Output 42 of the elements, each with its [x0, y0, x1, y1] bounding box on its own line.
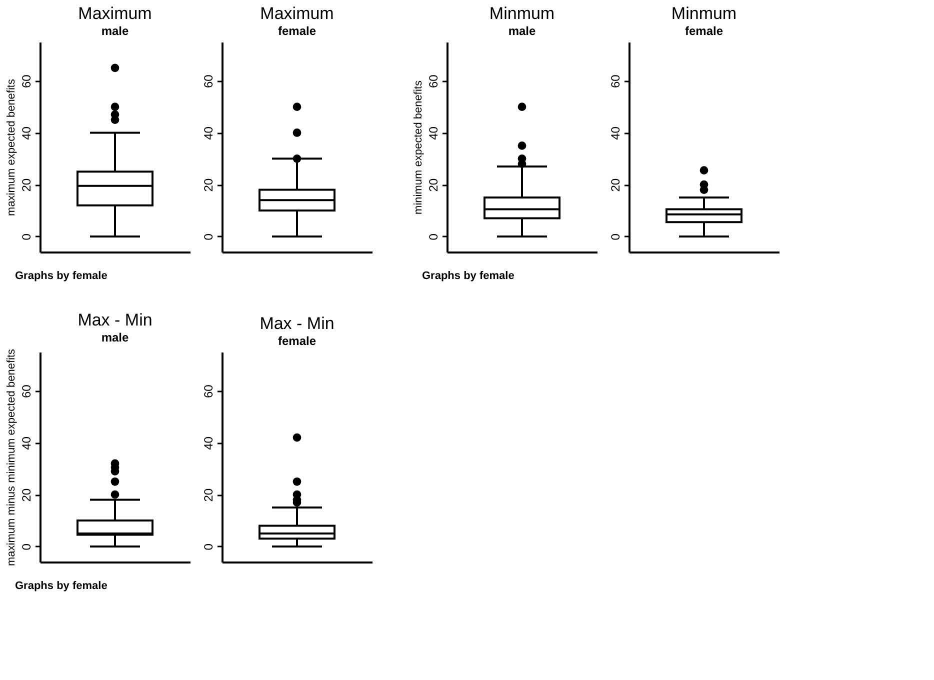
- y-tick-label: 0: [202, 233, 216, 240]
- chart-subtitle: female: [684, 24, 724, 38]
- y-tick-label: 40: [20, 436, 34, 450]
- y-tick-label: 20: [608, 178, 622, 192]
- y-tick-label: 60: [202, 74, 216, 88]
- chart-title: Minmum: [489, 4, 555, 23]
- y-tick-label: 60: [202, 384, 216, 398]
- y-tick-label: 0: [608, 233, 622, 240]
- chart-subtitle: female: [278, 334, 316, 348]
- chart-title: Max - Min: [78, 310, 152, 330]
- y-tick-label: 40: [426, 126, 440, 140]
- chart-subtitle: male: [101, 330, 129, 344]
- y-tick-label: 40: [20, 126, 34, 140]
- text: Graphs by female: [15, 580, 108, 592]
- chart-subtitle: female: [278, 24, 316, 38]
- y-tick-label: 20: [20, 488, 34, 502]
- y-tick-label: 0: [20, 233, 34, 240]
- text: Graphs by female: [422, 270, 514, 282]
- y-tick-label: 0: [202, 543, 216, 550]
- y-tick-label: 60: [608, 74, 622, 88]
- chart-title: Maximum: [78, 4, 152, 23]
- y-tick-label: 20: [202, 178, 216, 192]
- y-tick-label: 0: [426, 233, 440, 240]
- y-tick-label: 60: [20, 384, 34, 398]
- y-axis-title: maximum expected benefits: [6, 78, 18, 216]
- y-tick-label: 40: [202, 126, 216, 140]
- y-tick-label: 40: [202, 436, 216, 450]
- chart-subtitle: male: [101, 24, 129, 38]
- text: Graphs by female: [15, 270, 108, 282]
- y-tick-label: 40: [608, 126, 622, 140]
- chart-title: Minmum: [671, 4, 737, 23]
- y-tick-label: 20: [202, 488, 216, 502]
- chart-subtitle: male: [508, 24, 536, 38]
- y-tick-label: 0: [20, 543, 34, 550]
- y-axis-title: maximum minus minimum expected benefits: [6, 348, 18, 566]
- y-tick-label: 60: [426, 74, 440, 88]
- y-axis-title: minimum expected benefits: [412, 80, 424, 214]
- y-tick-label: 20: [426, 178, 440, 192]
- y-tick-label: 60: [20, 74, 34, 88]
- y-tick-label: 20: [20, 178, 34, 192]
- chart-title: Maximum: [260, 4, 334, 23]
- chart-title: Max - Min: [260, 314, 334, 333]
